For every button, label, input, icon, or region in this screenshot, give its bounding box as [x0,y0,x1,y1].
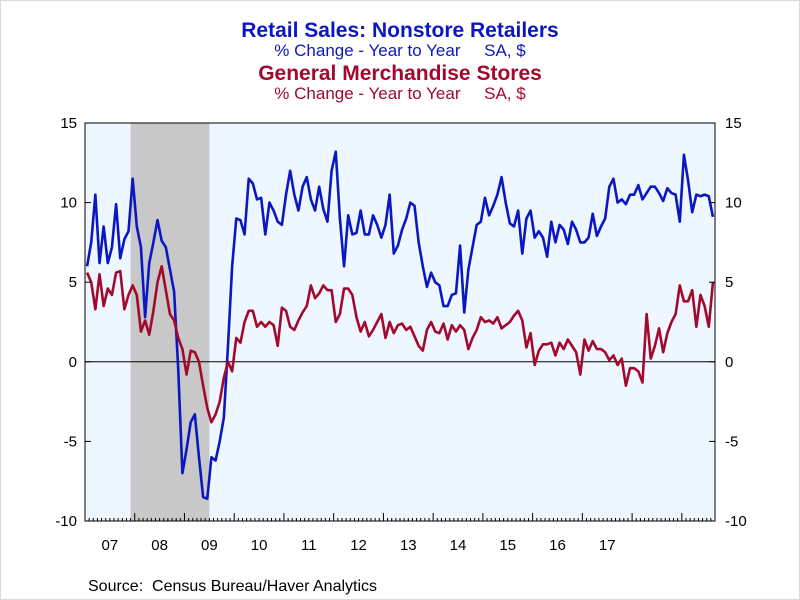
y-tick-label-right: 15 [725,115,742,132]
x-tick-label: 08 [151,537,168,554]
y-tick-label-left: -10 [55,513,77,530]
chart-title-block: Retail Sales: Nonstore Retailers % Chang… [0,20,800,102]
x-tick-label: 11 [301,537,317,554]
x-tick-label: 10 [251,537,268,554]
series-line-general-merchandise [85,264,715,424]
series-line-nonstore-retailers [85,150,715,501]
x-tick-label: 14 [450,537,467,554]
recession-shading [130,123,210,521]
x-tick-label: 16 [549,537,566,554]
y-tick-label-right: -5 [725,433,738,450]
y-tick-label-left: 15 [60,115,77,132]
x-tick-label: 07 [102,537,119,554]
y-tick-label-right: 10 [725,195,742,212]
y-tick-label-right: -10 [725,513,747,530]
chart-title-general-merchandise: General Merchandise Stores [258,62,542,85]
x-tick-label: 12 [350,537,367,554]
y-tick-label-left: 5 [69,274,77,291]
y-tick-label-left: 0 [69,354,77,371]
chart-title-nonstore: Retail Sales: Nonstore Retailers [241,19,559,42]
y-tick-label-right: 0 [725,354,733,371]
chart-subtitle-general-merchandise: % Change - Year to Year SA, $ [274,84,526,103]
y-tick-label-left: 10 [60,195,77,212]
x-tick-label: 15 [499,537,516,554]
x-tick-label: 13 [400,537,417,554]
x-tick-label: 17 [599,537,616,554]
source-note: Source: Census Bureau/Haver Analytics [88,578,378,595]
y-tick-label-right: 5 [725,274,733,291]
chart-subtitle-nonstore: % Change - Year to Year SA, $ [274,41,526,60]
x-tick-label: 09 [201,537,218,554]
y-tick-label-left: -5 [64,433,77,450]
